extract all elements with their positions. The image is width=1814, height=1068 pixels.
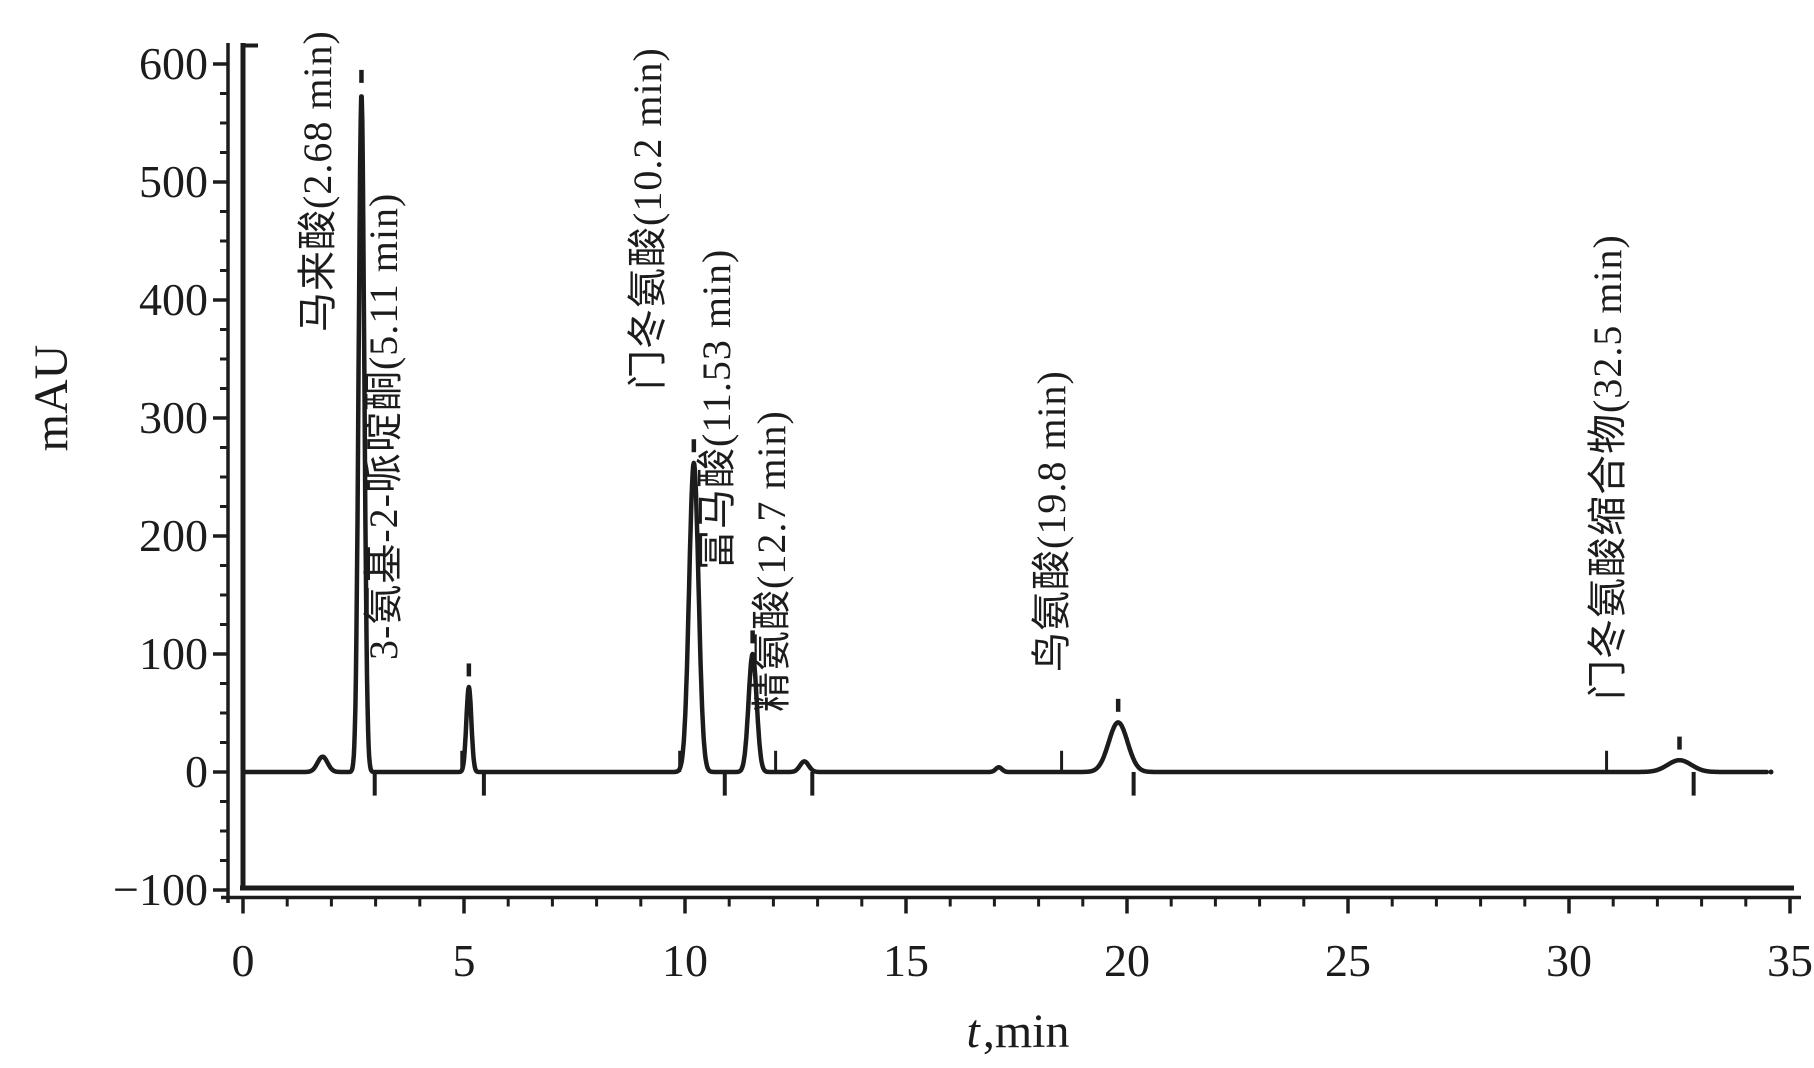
x-axis-ticks [241,897,1792,914]
y-axis-ticks [213,62,228,892]
x-tick-label: 30 [1546,935,1592,986]
x-tick-label: 0 [231,935,255,986]
peak-label-3: 门冬氨酸(10.2 min) [625,47,670,390]
y-axis-title: mAU [25,344,78,452]
peak-label-4: 富马酸(11.53 min) [694,248,739,570]
x-axis-title-symbol: t [966,1005,980,1058]
x-axis-title: t,min [868,1002,1168,1062]
x-tick-label: 20 [1104,935,1150,986]
y-tick-label: 500 [139,156,208,207]
signal-trace [243,94,1770,775]
peak-label-5: 精氨酸(12.7 min) [749,410,794,712]
x-axis-title-unit: ,min [982,1005,1070,1058]
y-tick-label: 0 [185,746,208,797]
apex-marks [359,69,1682,750]
y-tick-label: −100 [113,864,208,915]
y-tick-label: 600 [139,38,208,89]
peak-label-7: 门冬氨酸缩合物(32.5 min) [1585,234,1630,700]
y-tick-label: 300 [139,392,208,443]
y-tick-label: 200 [139,510,208,561]
x-tick-label: 5 [452,935,476,986]
peak-label-2: 3-氨基-2-哌啶酮(5.11 min) [361,192,406,660]
y-tick-label: 100 [139,628,208,679]
x-tick-label: 35 [1767,935,1813,986]
peak-label-1: 马来酸(2.68 min) [295,30,340,332]
x-tick-label: 15 [883,935,929,986]
trace-end-dot [1768,769,1774,775]
integration-marks [372,750,1696,796]
peak-label-6: 鸟氨酸(19.8 min) [1029,370,1074,672]
x-tick-label: 10 [662,935,708,986]
x-tick-label: 25 [1325,935,1371,986]
y-tick-label: 400 [139,274,208,325]
